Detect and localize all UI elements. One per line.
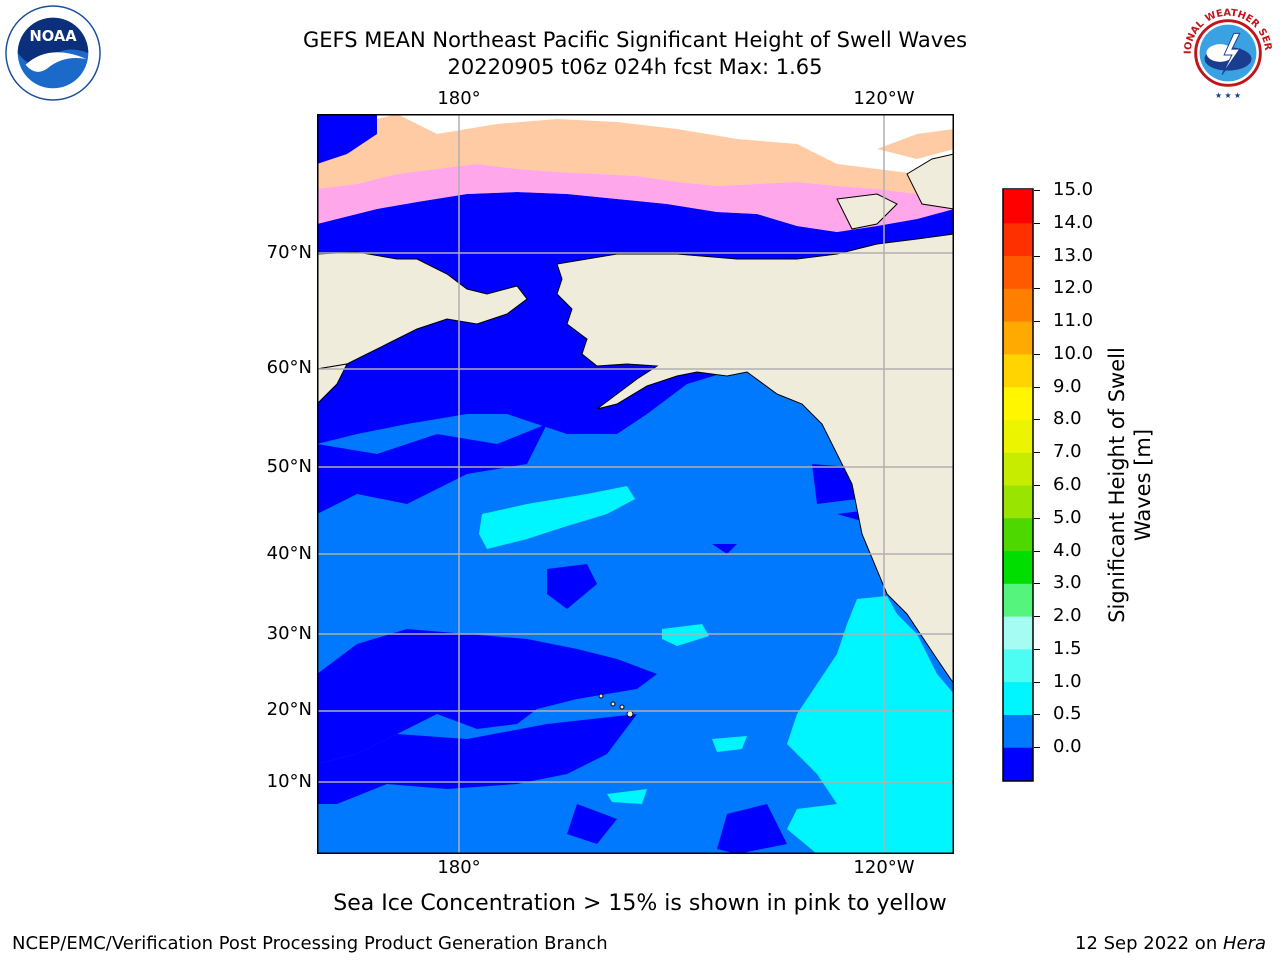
colorbar-tick-mark (1034, 255, 1040, 257)
colorbar-tick-mark (1034, 485, 1040, 486)
lat-label-70: 70°N (266, 242, 312, 263)
colorbar-tick-label: 11.0 (1053, 310, 1094, 332)
colorbar (1002, 188, 1034, 782)
colorbar-cell (1003, 190, 1033, 224)
lat-label-10: 10°N (266, 771, 312, 792)
colorbar-tick-mark (1034, 714, 1040, 716)
colorbar-tick-label: 13.0 (1053, 244, 1094, 266)
colorbar-tick-label: 7.0 (1053, 441, 1082, 463)
noaa-logo: NOAA (5, 5, 101, 101)
swell-1.0-1.5-regions (479, 486, 954, 854)
colorbar-label-line2: Waves [m] (1131, 428, 1155, 542)
sea-ice (317, 114, 954, 232)
colorbar-tick-mark (1034, 747, 1040, 749)
colorbar-tick-label: 9.0 (1053, 375, 1082, 397)
lat-label-20: 20°N (266, 699, 312, 720)
colorbar-cell (1003, 681, 1033, 715)
colorbar-cell (1003, 648, 1033, 683)
colorbar-cell (1003, 288, 1033, 322)
colorbar-tick-mark (1034, 583, 1040, 585)
colorbar-tick-label: 1.0 (1053, 670, 1082, 692)
swell-height-map (317, 114, 954, 854)
colorbar-tick-label: 15.0 (1053, 179, 1094, 200)
footer-date: 12 Sep 2022 on Hera (1075, 933, 1266, 955)
footer-machine: Hera (1222, 933, 1266, 954)
colorbar-cell (1003, 616, 1033, 650)
colorbar-tick-label: 8.0 (1053, 408, 1082, 430)
colorbar-cell (1003, 747, 1033, 781)
colorbar-label: Significant Height of Swell Waves [m] (1104, 335, 1156, 635)
colorbar-tick-mark (1034, 616, 1040, 618)
lat-label-50: 50°N (266, 456, 312, 477)
colorbar-cell (1003, 321, 1033, 355)
colorbar-tick-mark (1034, 648, 1040, 650)
colorbar-tick-mark (1034, 419, 1040, 421)
lon-label-top-120w: 120°W (853, 88, 915, 109)
colorbar-tick-label: 2.0 (1053, 605, 1082, 627)
colorbar-tick-mark (1034, 681, 1040, 683)
colorbar-cell (1003, 550, 1033, 584)
colorbar-tick-mark (1034, 353, 1040, 355)
colorbar-cell (1003, 255, 1033, 289)
chart-title: GEFS MEAN Northeast Pacific Significant … (302, 28, 968, 52)
colorbar-tick-mark (1034, 386, 1040, 388)
colorbar-tick-label: 10.0 (1053, 342, 1094, 364)
lon-label-bottom-120w: 120°W (853, 857, 915, 878)
colorbar-tick-label: 3.0 (1053, 572, 1082, 594)
colorbar-cell (1003, 419, 1033, 453)
chart-subtitle: 20220905 t06z 024h fcst Max: 1.65 (447, 55, 823, 79)
colorbar-label-line1: Significant Height of Swell (1105, 347, 1129, 623)
map-frame (317, 114, 954, 854)
sea-ice-note: Sea Ice Concentration > 15% is shown in … (333, 891, 947, 916)
colorbar-cell (1003, 714, 1033, 748)
footer-date-text: 12 Sep 2022 on (1075, 933, 1223, 954)
colorbar-tick-mark (1034, 190, 1040, 191)
lat-label-30: 30°N (266, 623, 312, 644)
noaa-logo-text: NOAA (29, 28, 77, 45)
colorbar-tick-label: 1.5 (1053, 637, 1082, 659)
colorbar-tick-label: 4.0 (1053, 539, 1082, 561)
colorbar-tick-label: 12.0 (1053, 277, 1094, 299)
lon-label-bottom-180: 180° (437, 857, 481, 878)
colorbar-tick-mark (1034, 321, 1040, 323)
graticule (317, 114, 954, 854)
colorbar-tick-mark (1034, 288, 1040, 290)
colorbar-tick-mark (1034, 517, 1040, 519)
colorbar-tick-label: 5.0 (1053, 506, 1082, 528)
lat-label-60: 60°N (266, 357, 312, 378)
colorbar-tick-label: 6.0 (1053, 474, 1082, 495)
colorbar-cell (1003, 222, 1033, 257)
colorbar-cell (1003, 353, 1033, 388)
land-siberia (317, 251, 528, 370)
colorbar-cell (1003, 517, 1033, 552)
colorbar-cell (1003, 386, 1033, 420)
colorbar-tick-label: 0.5 (1053, 703, 1082, 725)
lat-label-40: 40°N (266, 543, 312, 564)
colorbar-tick-mark (1034, 452, 1040, 454)
colorbar-cell (1003, 452, 1033, 486)
colorbar-cell (1003, 485, 1033, 519)
colorbar-tick-mark (1034, 222, 1040, 224)
colorbar-tick-label: 14.0 (1053, 211, 1094, 233)
colorbar-cell (1003, 583, 1033, 617)
colorbar-tick-mark (1034, 550, 1040, 552)
nws-logo: NATIONAL WEATHER SERVICE ★ ★ ★ (1178, 4, 1275, 100)
footer-credit: NCEP/EMC/Verification Post Processing Pr… (12, 933, 608, 954)
lon-label-top-180: 180° (437, 88, 481, 109)
colorbar-tick-label: 0.0 (1053, 736, 1082, 758)
svg-text:★ ★ ★: ★ ★ ★ (1215, 91, 1241, 100)
